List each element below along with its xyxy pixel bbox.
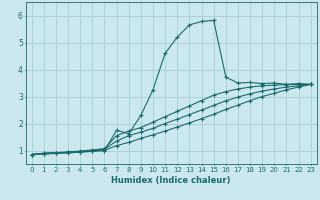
X-axis label: Humidex (Indice chaleur): Humidex (Indice chaleur): [111, 176, 231, 185]
